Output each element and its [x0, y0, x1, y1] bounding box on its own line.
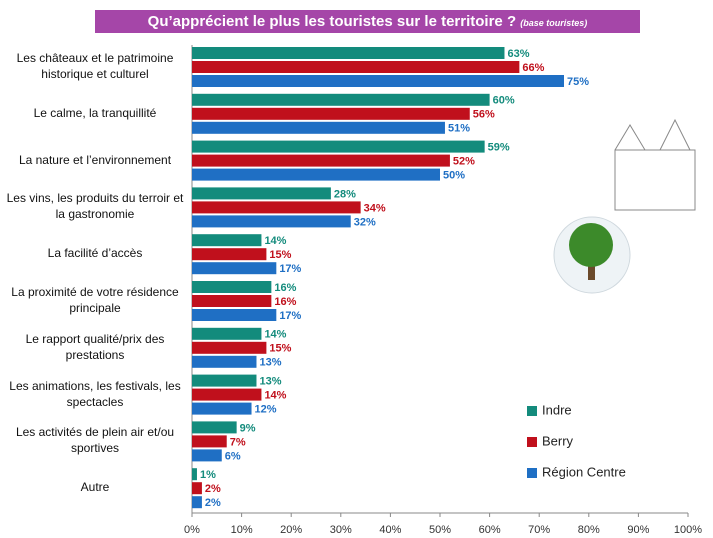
value-label: 59%: [488, 142, 510, 154]
bar: [192, 468, 197, 481]
value-label: 14%: [264, 390, 286, 402]
x-tick-label: 80%: [578, 524, 600, 536]
value-label: 7%: [230, 436, 246, 448]
bar: [192, 75, 564, 87]
value-label: 16%: [274, 282, 296, 294]
bar: [192, 121, 445, 134]
x-tick-label: 60%: [479, 524, 501, 536]
value-label: 12%: [255, 404, 277, 416]
value-label: 75%: [567, 76, 589, 88]
category-label: Les activités de plein air et/ou sportiv…: [15, 425, 175, 456]
category-label: Autre: [80, 480, 110, 495]
category-label: La nature et l’environnement: [18, 152, 172, 167]
castle-illustration: [614, 118, 696, 211]
bar: [192, 47, 505, 59]
value-label: 32%: [354, 216, 376, 228]
value-label: 52%: [453, 156, 475, 168]
value-label: 17%: [279, 263, 301, 275]
bar: [192, 187, 331, 200]
bar: [192, 402, 252, 415]
bar: [192, 449, 222, 462]
category-label: Le calme, la tranquillité: [33, 105, 157, 120]
x-tick-label: 50%: [429, 524, 451, 536]
value-label: 13%: [259, 357, 281, 369]
value-label: 60%: [493, 95, 515, 107]
value-label: 13%: [259, 376, 281, 388]
value-label: 56%: [473, 109, 495, 121]
value-label: 17%: [279, 310, 301, 322]
x-tick-label: 90%: [627, 524, 649, 536]
bar: [192, 215, 351, 228]
bar: [192, 61, 520, 73]
x-tick-label: 10%: [231, 524, 253, 536]
category-label: La proximité de votre résidence principa…: [11, 285, 179, 315]
value-label: 2%: [205, 497, 221, 509]
bar: [192, 262, 277, 275]
x-tick-label: 40%: [379, 524, 401, 536]
value-label: 14%: [264, 329, 286, 341]
bar: [192, 248, 267, 261]
bar: [192, 388, 262, 401]
value-label: 14%: [264, 235, 286, 247]
bar: [192, 154, 450, 167]
legend-label: Indre: [542, 402, 572, 417]
bar: [192, 93, 490, 106]
tree-illustration: [553, 216, 631, 294]
bar: [192, 327, 262, 340]
bar: [192, 435, 227, 448]
value-label: 1%: [200, 469, 216, 481]
category-label: Les animations, les festivals, les spect…: [9, 378, 181, 409]
legend-swatch: [527, 437, 537, 447]
bar: [192, 482, 202, 495]
category-label: Les vins, les produits du terroir et la …: [6, 191, 184, 222]
value-label: 16%: [274, 296, 296, 308]
value-label: 15%: [269, 249, 291, 261]
category-label: Le rapport qualité/prix des prestations: [25, 331, 165, 362]
x-tick-label: 100%: [674, 524, 702, 536]
chart-subtitle: (base touristes): [520, 18, 588, 28]
legend-label: Berry: [542, 433, 574, 448]
bar: [192, 496, 202, 509]
bar: [192, 374, 257, 387]
bar: [192, 201, 361, 214]
bar: [192, 281, 272, 293]
chart-title: Qu’apprécient le plus les touristes sur …: [147, 13, 517, 30]
value-label: 50%: [443, 170, 465, 182]
value-label: 9%: [240, 422, 256, 434]
value-label: 2%: [205, 483, 221, 495]
x-tick-label: 70%: [528, 524, 550, 536]
x-tick-label: 0%: [184, 524, 200, 536]
bar: [192, 107, 470, 120]
category-label: Les châteaux et le patrimoine historique…: [16, 51, 174, 81]
bar: [192, 341, 267, 354]
value-label: 6%: [225, 450, 241, 462]
legend-swatch: [527, 406, 537, 416]
legend-label: Région Centre: [542, 464, 626, 479]
legend-swatch: [527, 468, 537, 478]
bar: [192, 234, 262, 247]
bar: [192, 140, 485, 153]
bar: [192, 421, 237, 434]
value-label: 28%: [334, 188, 356, 200]
title-bar: Qu’apprécient le plus les touristes sur …: [95, 10, 640, 33]
bar: [192, 355, 257, 368]
value-label: 15%: [269, 343, 291, 355]
value-label: 34%: [364, 202, 386, 214]
bar: [192, 295, 272, 307]
bar: [192, 309, 277, 321]
category-label: La facilité d’accès: [47, 246, 143, 261]
bar: [192, 168, 440, 181]
value-label: 51%: [448, 123, 470, 135]
x-tick-label: 30%: [330, 524, 352, 536]
value-label: 63%: [507, 48, 529, 60]
x-tick-label: 20%: [280, 524, 302, 536]
value-label: 66%: [522, 62, 544, 74]
